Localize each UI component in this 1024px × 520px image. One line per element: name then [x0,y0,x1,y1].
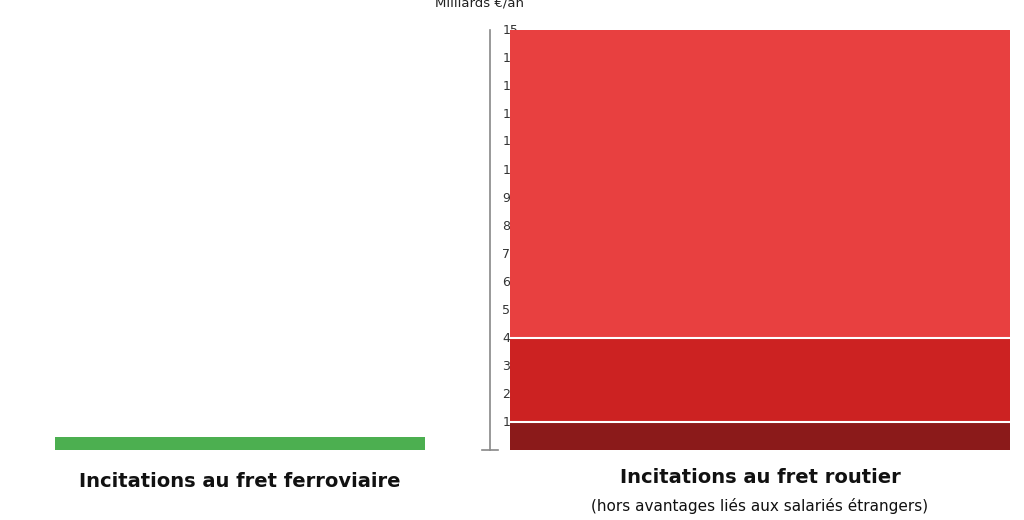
Text: 14: 14 [503,51,518,64]
Text: 11: 11 [503,136,518,149]
Text: 5: 5 [503,304,510,317]
Text: 15: 15 [503,23,518,36]
Text: 13: 13 [503,80,518,93]
Text: 12: 12 [503,108,518,121]
Text: 9: 9 [503,191,510,204]
Text: 3: 3 [503,359,510,372]
Text: Sous-imposition à la TICPE: Sous-imposition à la TICPE [660,156,860,169]
Text: 10: 10 [503,163,518,176]
Text: 7: 7 [503,248,510,261]
Text: Incitations au fret ferroviaire: Incitations au fret ferroviaire [79,472,400,491]
Text: Milliards €/an: Milliards €/an [435,0,524,9]
Text: 6: 6 [503,276,510,289]
Text: 1: 1 [503,415,510,428]
Text: (15 % de la TICPE pour les camions, alors qu'ils
induisent plus de 50 % du coût : (15 % de la TICPE pour les camions, alor… [611,190,908,221]
Text: (30 % des péages pour les camions alors qu'ils
représentent plus de 2/3 des tonn: (30 % des péages pour les camions alors … [612,370,907,401]
Text: 8: 8 [503,219,510,232]
Text: Soutiens au fret ferroviaire: Soutiens au fret ferroviaire [133,437,347,451]
Text: (hors avantages liés aux salariés étrangers): (hors avantages liés aux salariés étrang… [592,498,929,514]
Text: 4: 4 [503,332,510,344]
Text: Remboursement partiel de la taxe
sur le gazole (TICPE): Remboursement partiel de la taxe sur le … [640,421,880,451]
Text: Incitations au fret routier: Incitations au fret routier [620,468,900,487]
Text: 2: 2 [503,387,510,400]
Text: Avantage sur les tarifs des péages: Avantage sur les tarifs des péages [630,368,890,381]
